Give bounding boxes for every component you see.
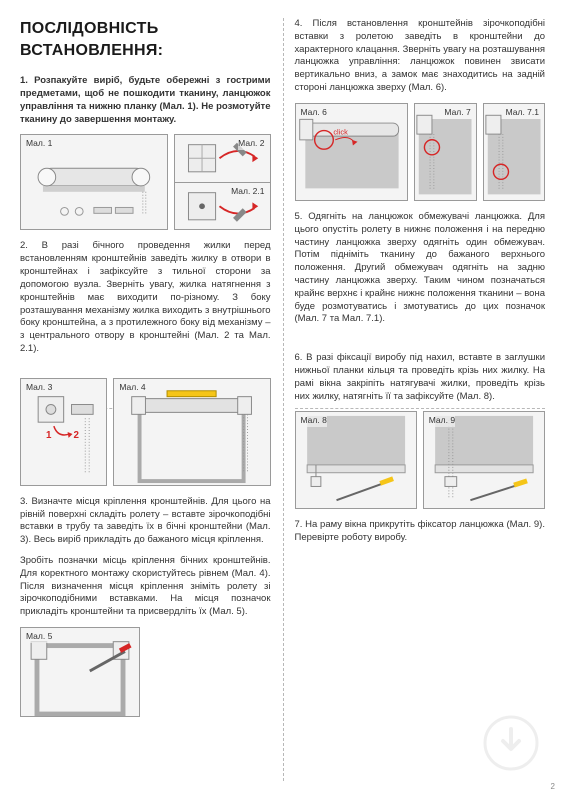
step-2-text: 2. В разі бічного проведення жилки перед…	[20, 240, 271, 355]
figure-6: Мал. 6 click	[295, 103, 409, 201]
figure-1-label: Мал. 1	[26, 138, 52, 149]
figure-7-label: Мал. 7	[444, 107, 470, 118]
horizontal-dashed-divider-right	[295, 408, 546, 409]
figure-7-1-label: Мал. 7.1	[506, 107, 539, 118]
watermark-icon	[483, 715, 539, 771]
figure-1: Мал. 1	[20, 134, 168, 230]
figure-5: Мал. 5	[20, 627, 140, 717]
figure-2-group: Мал. 2 Мал. 2.1	[174, 134, 271, 230]
figure-7: Мал. 7	[414, 103, 476, 201]
figure-2: Мал. 2	[175, 135, 270, 183]
figure-8: Мал. 8	[295, 411, 417, 509]
figure-3-svg: 1 2	[21, 379, 106, 485]
figure-3-label: Мал. 3	[26, 382, 52, 393]
step-5-text: 5. Одягніть на ланцюжок обмежувачі ланцю…	[295, 211, 546, 326]
figure-6-label: Мал. 6	[301, 107, 327, 118]
step-4-text: 4. Після встановлення кронштейнів зірочк…	[295, 18, 546, 95]
figure-9-label: Мал. 9	[429, 415, 455, 426]
figure-row-5: Мал. 8 Мал. 9	[295, 411, 546, 509]
figure-8-label: Мал. 8	[301, 415, 327, 426]
figure-3: Мал. 3 1 2	[20, 378, 107, 486]
figure-row-4: Мал. 6 click Мал. 7	[295, 103, 546, 201]
figure-row-2: Мал. 3 1 2 Мал. 4	[20, 378, 271, 486]
figure-9: Мал. 9	[423, 411, 545, 509]
page-title: ПОСЛІДОВНІСТЬ ВСТАНОВЛЕННЯ:	[20, 18, 271, 61]
figure-row-1: Мал. 1 Мал. 2	[20, 134, 271, 230]
svg-text:2: 2	[73, 430, 79, 441]
figure-2-label: Мал. 2	[238, 138, 264, 149]
figure-4-label: Мал. 4	[119, 382, 145, 393]
page-number: 2	[551, 782, 555, 793]
figure-row-3: Мал. 5	[20, 627, 271, 717]
right-column: 4. Після встановлення кронштейнів зірочк…	[295, 18, 546, 789]
figure-2-1-label: Мал. 2.1	[231, 186, 264, 197]
step-3-text: 3. Визначте місця кріплення кронштейнів.…	[20, 496, 271, 547]
figure-4: Мал. 4	[113, 378, 270, 486]
step-7-text: 7. На раму вікна прикрутіть фіксатор лан…	[295, 519, 546, 545]
step-1-text: 1. Розпакуйте виріб, будьте обережні з г…	[20, 75, 271, 126]
vertical-dashed-divider	[283, 18, 284, 781]
figure-4-svg	[114, 379, 269, 485]
svg-text:1: 1	[46, 430, 52, 441]
step-6-text: 6. В разі фіксації виробу під нахил, вст…	[295, 352, 546, 403]
left-column: ПОСЛІДОВНІСТЬ ВСТАНОВЛЕННЯ: 1. Розпакуйт…	[20, 18, 271, 789]
click-label: click	[333, 127, 348, 136]
figure-7-1: Мал. 7.1	[483, 103, 545, 201]
figure-2-1: Мал. 2.1	[175, 183, 270, 230]
figure-5-label: Мал. 5	[26, 631, 52, 642]
step-3b-text: Зробіть позначки місць кріплення бічних …	[20, 555, 271, 619]
